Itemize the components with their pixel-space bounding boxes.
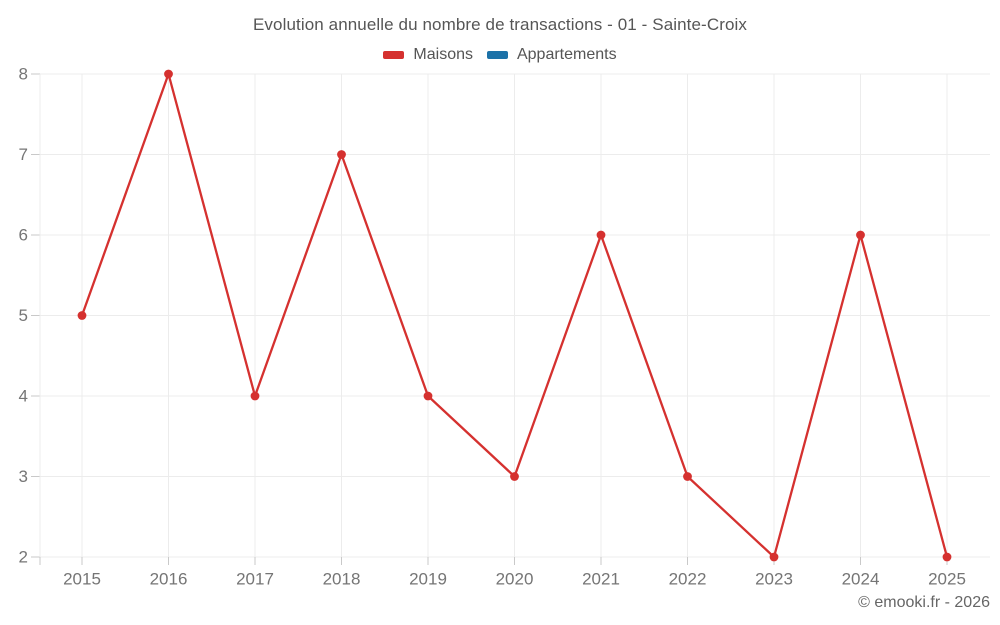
y-axis-tick-label: 6 xyxy=(19,226,28,245)
x-axis-tick-label: 2021 xyxy=(582,570,620,589)
x-axis-tick-label: 2022 xyxy=(669,570,707,589)
x-axis-tick-label: 2015 xyxy=(63,570,101,589)
x-axis-tick-label: 2017 xyxy=(236,570,274,589)
data-point-maisons-2016[interactable] xyxy=(164,69,173,79)
data-point-maisons-2017[interactable] xyxy=(250,391,260,401)
data-point-maisons-2025[interactable] xyxy=(942,552,952,562)
data-point-maisons-2018[interactable] xyxy=(337,150,346,159)
legend-label-appartements: Appartements xyxy=(516,46,617,63)
data-point-maisons-2021[interactable] xyxy=(596,230,606,240)
data-point-maisons-2024[interactable] xyxy=(856,230,865,240)
y-axis-tick-label: 5 xyxy=(19,306,28,325)
legend-label-maisons: Maisons xyxy=(413,46,473,63)
legend: Maisons Appartements xyxy=(0,46,1000,64)
data-point-maisons-2023[interactable] xyxy=(769,552,779,562)
x-axis-tick-label: 2024 xyxy=(842,570,880,589)
x-axis-tick-label: 2020 xyxy=(496,570,534,589)
data-point-maisons-2015[interactable] xyxy=(77,311,87,320)
maisons-series-swatch-icon xyxy=(383,51,405,59)
appartements-series-swatch-icon xyxy=(486,51,508,59)
chart-title: Evolution annuelle du nombre de transact… xyxy=(252,15,747,34)
y-axis-tick-label: 4 xyxy=(19,387,28,406)
y-axis-tick-label: 8 xyxy=(19,65,28,84)
x-axis-tick-label: 2018 xyxy=(323,570,361,589)
legend-item-maisons[interactable]: Maisons xyxy=(383,46,473,64)
x-axis-tick-label: 2025 xyxy=(928,570,966,589)
data-point-maisons-2022[interactable] xyxy=(683,472,692,481)
data-point-maisons-2020[interactable] xyxy=(510,472,519,481)
data-point-maisons-2019[interactable] xyxy=(423,391,433,401)
x-axis-tick-label: 2019 xyxy=(409,570,447,589)
copyright-watermark: © emooki.fr - 2026 xyxy=(858,594,990,611)
x-axis-tick-label: 2016 xyxy=(150,570,188,589)
y-axis-tick-label: 7 xyxy=(19,145,28,164)
legend-item-appartements[interactable]: Appartements xyxy=(486,46,617,64)
y-axis-tick-label: 3 xyxy=(19,467,28,486)
y-axis-tick-label: 2 xyxy=(19,548,28,567)
x-axis-tick-label: 2023 xyxy=(755,570,793,589)
